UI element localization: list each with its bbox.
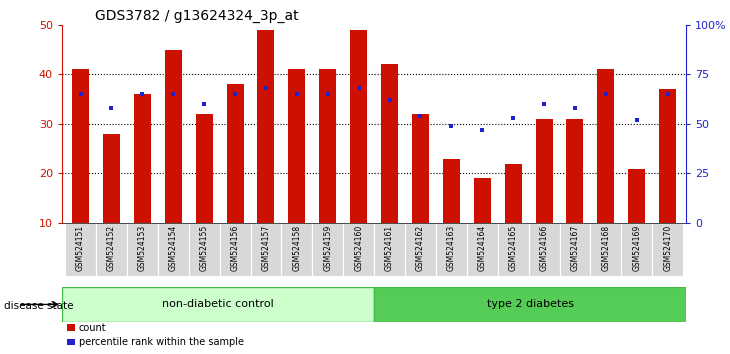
Bar bbox=[405, 223, 436, 276]
Text: GSM524161: GSM524161 bbox=[385, 225, 394, 271]
Bar bbox=[559, 223, 591, 276]
Text: GSM524158: GSM524158 bbox=[293, 225, 301, 271]
Bar bbox=[288, 69, 305, 223]
Bar bbox=[343, 223, 374, 276]
Text: GSM524167: GSM524167 bbox=[570, 225, 580, 271]
Text: GSM524168: GSM524168 bbox=[602, 225, 610, 271]
Text: GSM524164: GSM524164 bbox=[477, 225, 487, 271]
Bar bbox=[374, 287, 686, 322]
Text: GSM524151: GSM524151 bbox=[76, 225, 85, 271]
Bar bbox=[566, 119, 583, 223]
Bar bbox=[381, 64, 398, 223]
Bar bbox=[258, 30, 274, 223]
Bar bbox=[72, 69, 89, 223]
Bar bbox=[536, 119, 553, 223]
Bar bbox=[350, 30, 367, 223]
Bar bbox=[250, 223, 282, 276]
Text: GSM524157: GSM524157 bbox=[261, 225, 271, 271]
Bar bbox=[597, 69, 615, 223]
Text: non-diabetic control: non-diabetic control bbox=[162, 299, 274, 309]
Text: GSM524152: GSM524152 bbox=[107, 225, 116, 271]
Bar bbox=[96, 223, 127, 276]
Bar bbox=[504, 164, 522, 223]
Bar bbox=[591, 223, 621, 276]
Bar bbox=[374, 223, 405, 276]
Text: disease state: disease state bbox=[4, 301, 73, 311]
Bar bbox=[436, 223, 466, 276]
Text: GDS3782 / g13624324_3p_at: GDS3782 / g13624324_3p_at bbox=[95, 9, 299, 23]
Bar bbox=[498, 223, 529, 276]
Text: GSM524166: GSM524166 bbox=[539, 225, 548, 271]
Bar bbox=[319, 69, 337, 223]
Bar bbox=[196, 114, 212, 223]
Bar bbox=[103, 134, 120, 223]
Legend: count, percentile rank within the sample: count, percentile rank within the sample bbox=[67, 322, 244, 347]
Text: GSM524159: GSM524159 bbox=[323, 225, 332, 271]
Bar bbox=[226, 84, 244, 223]
Bar bbox=[529, 223, 559, 276]
Bar bbox=[443, 159, 460, 223]
Bar bbox=[65, 223, 96, 276]
Bar bbox=[659, 89, 676, 223]
Bar bbox=[474, 178, 491, 223]
Bar bbox=[220, 223, 250, 276]
Bar bbox=[127, 223, 158, 276]
Bar bbox=[466, 223, 498, 276]
Bar bbox=[134, 94, 151, 223]
Text: GSM524154: GSM524154 bbox=[169, 225, 178, 271]
Bar bbox=[652, 223, 683, 276]
Text: GSM524169: GSM524169 bbox=[632, 225, 641, 271]
Text: type 2 diabetes: type 2 diabetes bbox=[487, 299, 574, 309]
Text: GSM524155: GSM524155 bbox=[200, 225, 209, 271]
Text: GSM524165: GSM524165 bbox=[509, 225, 518, 271]
Text: GSM524153: GSM524153 bbox=[138, 225, 147, 271]
Bar bbox=[158, 223, 189, 276]
Bar bbox=[189, 223, 220, 276]
Bar bbox=[282, 223, 312, 276]
Text: GSM524163: GSM524163 bbox=[447, 225, 456, 271]
Text: GSM524160: GSM524160 bbox=[354, 225, 364, 271]
Bar bbox=[412, 114, 429, 223]
Text: GSM524162: GSM524162 bbox=[416, 225, 425, 271]
Bar bbox=[165, 50, 182, 223]
Bar bbox=[629, 169, 645, 223]
Bar bbox=[312, 223, 343, 276]
Text: GSM524156: GSM524156 bbox=[231, 225, 239, 271]
Bar bbox=[621, 223, 652, 276]
Bar bbox=[62, 287, 374, 322]
Text: GSM524170: GSM524170 bbox=[663, 225, 672, 271]
